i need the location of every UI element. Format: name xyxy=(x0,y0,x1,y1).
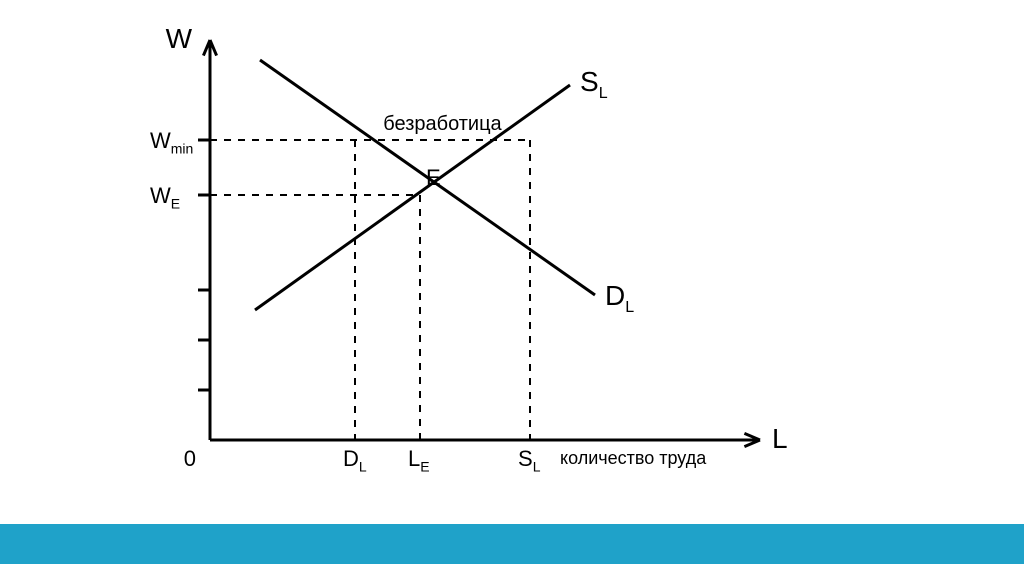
svg-text:SL: SL xyxy=(518,446,541,475)
chart-container: W L 0 Wmin WE E SL DL DL LE SL безработица количеств… xyxy=(0,0,1024,574)
svg-text:W: W xyxy=(166,23,193,54)
svg-text:безработица: безработица xyxy=(383,113,502,135)
footer-bar xyxy=(0,524,1024,564)
svg-text:DL: DL xyxy=(343,446,367,475)
svg-text:L: L xyxy=(772,423,788,454)
economics-chart: W L 0 Wmin WE E SL DL DL LE SL безработица количеств… xyxy=(0,0,1024,574)
svg-text:DL: DL xyxy=(605,280,634,316)
svg-text:E: E xyxy=(426,165,441,190)
svg-text:Wmin: Wmin xyxy=(150,128,193,157)
svg-text:LE: LE xyxy=(408,446,430,475)
svg-text:0: 0 xyxy=(184,446,196,471)
svg-text:SL: SL xyxy=(580,66,608,102)
svg-text:WE: WE xyxy=(150,183,180,212)
svg-text:количество труда: количество труда xyxy=(560,448,707,468)
